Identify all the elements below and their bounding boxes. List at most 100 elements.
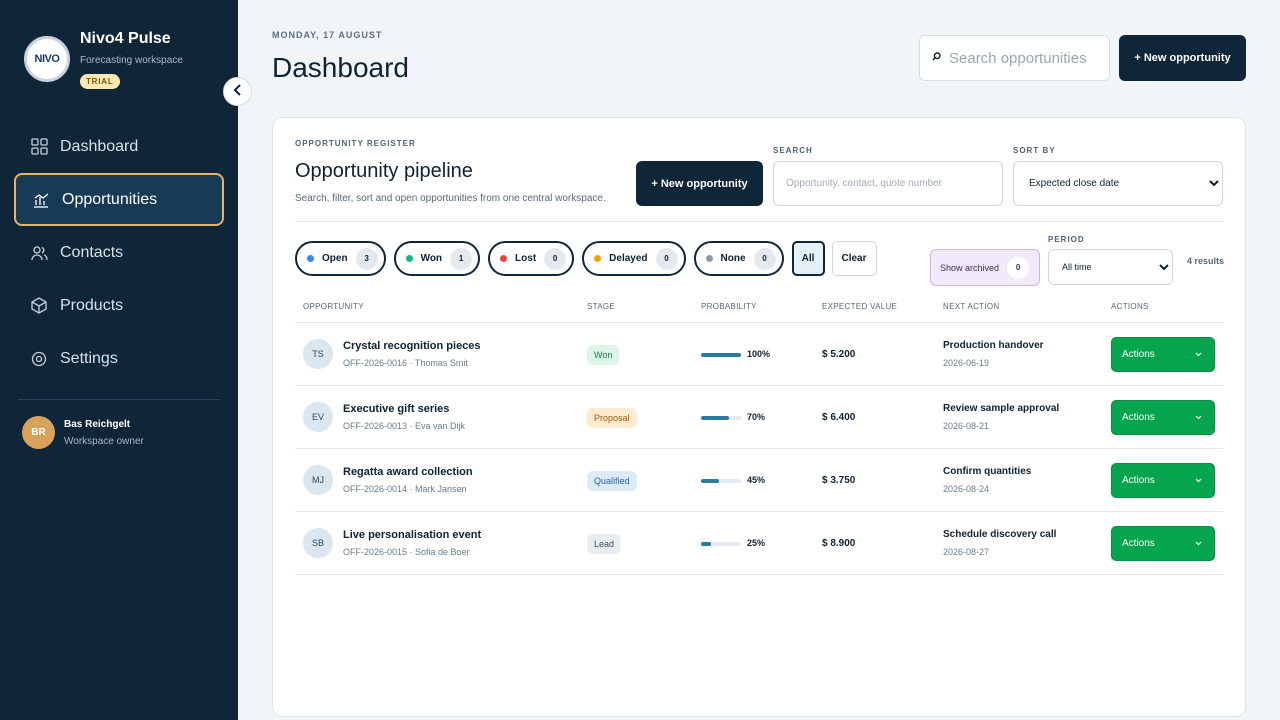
probability-bar xyxy=(701,353,741,357)
sidebar-nav: Dashboard Opportunities Contacts Product… xyxy=(14,120,224,385)
sidebar-item-dashboard[interactable]: Dashboard xyxy=(14,120,224,173)
probability-fill xyxy=(701,353,741,357)
probability-value: 45% xyxy=(747,475,766,485)
status-dot xyxy=(705,255,713,262)
search-icon xyxy=(932,52,941,64)
stage-badge: Qualified xyxy=(587,471,637,491)
actions-dropdown-button[interactable]: Actions xyxy=(1111,463,1215,498)
actions-label: Actions xyxy=(1122,475,1155,486)
archived-label: Show archived xyxy=(940,262,1000,273)
logo-text: NIVO xyxy=(34,53,60,65)
grid-icon xyxy=(30,138,48,156)
status-dot xyxy=(307,255,314,262)
probability-value: 100% xyxy=(747,349,771,359)
sidebar-item-products[interactable]: Products xyxy=(14,279,224,332)
filter-chip-none[interactable]: None 0 xyxy=(693,241,784,276)
probability-fill xyxy=(701,542,711,546)
clear-filters-button[interactable]: Clear xyxy=(831,241,877,276)
page-title: Dashboard xyxy=(272,52,409,83)
chip-label: Lost xyxy=(515,253,537,264)
actions-dropdown-button[interactable]: Actions xyxy=(1111,526,1215,561)
opportunity-meta: OFF-2026-0016 · Thomas Smit xyxy=(343,358,468,368)
stage-badge: Won xyxy=(587,345,620,365)
probability-bar xyxy=(701,479,741,483)
panel-subtitle: Search, filter, sort and open opportunit… xyxy=(295,193,606,204)
actions-label: Actions xyxy=(1122,349,1155,360)
chevron-down-icon xyxy=(1195,412,1202,423)
sidebar-divider xyxy=(18,399,220,400)
filter-chip-lost[interactable]: Lost 0 xyxy=(488,241,575,276)
opportunity-panel: OPPORTUNITY REGISTER Opportunity pipelin… xyxy=(272,117,1246,717)
column-header: PROBABILITY xyxy=(701,302,757,311)
panel-title: Opportunity pipeline xyxy=(295,160,473,182)
user-role: Workspace owner xyxy=(64,435,144,447)
opportunity-name[interactable]: Crystal recognition pieces xyxy=(343,340,481,352)
chip-label: Won xyxy=(420,253,443,264)
chevron-down-icon xyxy=(1195,538,1202,549)
chip-label: Open xyxy=(322,253,348,264)
brand-logo: NIVO xyxy=(24,36,70,82)
show-archived-toggle[interactable]: Show archived 0 xyxy=(930,249,1040,286)
filter-chip-won[interactable]: Won 1 xyxy=(393,241,481,276)
next-action-date: 2026-08-27 xyxy=(943,547,990,557)
opportunity-name[interactable]: Regatta award collection xyxy=(343,466,473,478)
table-row[interactable]: SB Live personalisation event OFF-2026-0… xyxy=(295,512,1223,575)
filter-all-button[interactable]: All xyxy=(791,241,825,276)
chip-label: None xyxy=(720,253,746,264)
chip-label: Delayed xyxy=(609,253,648,264)
sidebar-item-label: Dashboard xyxy=(60,137,139,155)
opportunity-meta: OFF-2026-0013 · Eva van Dijk xyxy=(343,421,466,431)
brand-subtitle: Forecasting workspace xyxy=(80,55,183,66)
box-icon xyxy=(30,297,48,315)
actions-dropdown-button[interactable]: Actions xyxy=(1111,400,1215,435)
pipeline-search-input[interactable] xyxy=(773,161,1003,206)
collapse-sidebar-button[interactable] xyxy=(223,77,252,106)
expected-value: $ 6.400 xyxy=(822,412,856,423)
sort-select[interactable]: Expected close date xyxy=(1013,161,1223,206)
expected-value: $ 8.900 xyxy=(822,538,856,549)
expected-value: $ 5.200 xyxy=(822,349,856,360)
chart-icon xyxy=(32,191,50,209)
user-profile[interactable]: BR Bas Reichgelt Workspace owner xyxy=(22,416,144,449)
panel-new-opportunity-button[interactable]: + New opportunity xyxy=(636,161,763,206)
filter-chip-delayed[interactable]: Delayed 0 xyxy=(582,241,686,276)
next-action-date: 2026-08-21 xyxy=(943,421,990,431)
chevron-down-icon xyxy=(1195,475,1202,486)
sidebar-item-opportunities[interactable]: Opportunities xyxy=(14,173,224,226)
table-row[interactable]: TS Crystal recognition pieces OFF-2026-0… xyxy=(295,323,1223,386)
users-icon xyxy=(30,244,48,262)
chevron-left-icon xyxy=(233,83,243,101)
trial-badge: TRIAL xyxy=(80,74,120,89)
column-header: EXPECTED VALUE xyxy=(822,302,898,311)
filter-chip-open[interactable]: Open 3 xyxy=(295,241,386,276)
page-date: MONDAY, 17 AUGUST xyxy=(272,30,383,40)
table-header: OPPORTUNITY STAGE PROBABILITY EXPECTED V… xyxy=(295,298,1223,323)
sidebar-item-label: Opportunities xyxy=(62,190,158,208)
sidebar-item-contacts[interactable]: Contacts xyxy=(14,226,224,279)
avatar: BR xyxy=(22,416,55,449)
new-opportunity-button[interactable]: + New opportunity xyxy=(1119,35,1246,81)
top-search[interactable] xyxy=(919,35,1110,81)
search-input[interactable] xyxy=(949,49,1109,67)
status-dot xyxy=(405,255,413,262)
chip-count: 0 xyxy=(655,247,678,270)
stage-badge: Proposal xyxy=(587,408,637,428)
archived-count: 0 xyxy=(1007,256,1030,279)
table-row[interactable]: EV Executive gift series OFF-2026-0013 ·… xyxy=(295,386,1223,449)
period-select[interactable]: All time xyxy=(1048,249,1173,285)
probability-fill xyxy=(701,479,719,483)
opportunity-name[interactable]: Executive gift series xyxy=(343,403,450,415)
opportunity-name[interactable]: Live personalisation event xyxy=(343,529,482,541)
sidebar: NIVO Nivo4 Pulse Forecasting workspace T… xyxy=(0,0,238,720)
chip-count: 0 xyxy=(753,247,776,270)
period-label: PERIOD xyxy=(1048,235,1085,244)
brand: NIVO Nivo4 Pulse Forecasting workspace T… xyxy=(24,30,183,89)
table-row[interactable]: MJ Regatta award collection OFF-2026-001… xyxy=(295,449,1223,512)
probability-fill xyxy=(701,416,729,420)
panel-kicker: OPPORTUNITY REGISTER xyxy=(295,139,416,148)
status-dot xyxy=(594,255,602,262)
actions-label: Actions xyxy=(1122,412,1155,423)
sidebar-item-settings[interactable]: Settings xyxy=(14,332,224,385)
actions-dropdown-button[interactable]: Actions xyxy=(1111,337,1215,372)
chip-count: 0 xyxy=(544,247,567,270)
